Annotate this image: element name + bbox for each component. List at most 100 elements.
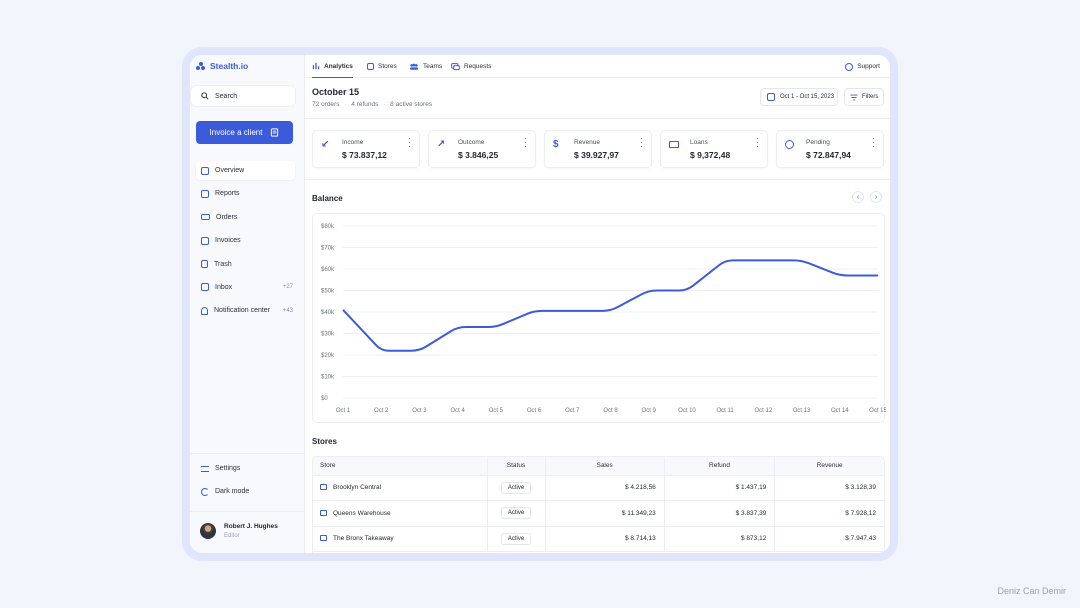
- stat-label: Pending: [806, 139, 830, 146]
- search-icon: [201, 92, 209, 100]
- support-button[interactable]: Support: [845, 55, 880, 78]
- kebab-menu-icon[interactable]: · · ·: [524, 134, 527, 151]
- x-tick-label: Oct 12: [755, 408, 773, 414]
- chart-prev-button[interactable]: ‹: [852, 191, 864, 203]
- sidebar-item-label: Trash: [214, 260, 232, 268]
- status-badge: Active: [500, 532, 532, 545]
- stat-label: Outcome: [458, 139, 485, 146]
- sidebar-item-reports[interactable]: Reports: [196, 184, 295, 203]
- store-name: Queens Warehouse: [333, 509, 391, 517]
- chart-next-button[interactable]: ›: [870, 191, 882, 203]
- orders-count: 72 orders: [312, 101, 340, 108]
- author-watermark: Deniz Can Demir: [997, 586, 1066, 596]
- x-tick-label: Oct 1: [336, 408, 351, 414]
- trash-icon: [201, 260, 208, 269]
- status-badge: Active: [500, 481, 532, 494]
- sidebar-item-dark-mode[interactable]: Dark mode: [196, 482, 295, 501]
- truck-icon: [201, 214, 210, 221]
- x-tick-label: Oct 10: [678, 408, 696, 414]
- notification-count: +43: [282, 307, 293, 314]
- stat-card-loans[interactable]: Loans $ 9,372,48 · · ·: [660, 130, 768, 168]
- cell-sales: $ 8.714,13: [545, 526, 665, 552]
- cell-store: Queens Warehouse: [313, 500, 488, 527]
- sidebar-nav: Overview Reports Orders Invoices Trash I…: [196, 161, 295, 325]
- date-range-label: Oct 1 - Oct 15, 2023: [780, 94, 835, 100]
- kebab-menu-icon[interactable]: · · ·: [408, 134, 411, 151]
- stat-card-pending[interactable]: Pending $ 72.847,94 · · ·: [776, 130, 884, 168]
- moon-icon: [201, 487, 209, 496]
- sidebar-item-label: Inbox: [215, 283, 233, 291]
- stat-label: Loans: [690, 139, 708, 146]
- receipt-icon: [271, 128, 279, 137]
- logo[interactable]: Stealth.io: [196, 61, 248, 71]
- y-tick-label: $60k: [321, 267, 335, 273]
- bell-icon: [201, 306, 208, 315]
- stat-card-revenue[interactable]: $ Revenue $ 39.927,97 · · ·: [544, 130, 652, 168]
- stat-value: $ 3.846,25: [458, 150, 499, 160]
- column-header-store[interactable]: Store: [313, 457, 488, 476]
- sidebar-divider: [190, 453, 305, 454]
- sidebar-item-orders[interactable]: Orders: [196, 208, 295, 227]
- sidebar-item-inbox[interactable]: Inbox +27: [196, 278, 295, 297]
- header-divider: [305, 118, 890, 119]
- y-tick-label: $30k: [321, 332, 335, 338]
- date-range-picker[interactable]: Oct 1 - Oct 15, 2023: [760, 88, 838, 106]
- bar-chart-icon: [312, 62, 320, 70]
- search-input[interactable]: Search: [190, 85, 296, 107]
- tab-teams[interactable]: Teams: [409, 55, 442, 78]
- app-name: Stealth.io: [210, 61, 249, 71]
- app-window: Stealth.io Search Invoice a client Overv…: [190, 55, 890, 553]
- sidebar-item-trash[interactable]: Trash: [196, 255, 295, 274]
- sidebar-item-notification-center[interactable]: Notification center +43: [196, 301, 295, 320]
- sidebar-item-overview[interactable]: Overview: [196, 161, 295, 180]
- top-navigation: Analytics Stores Teams Requests Support: [305, 55, 890, 78]
- tab-label: Analytics: [324, 62, 353, 70]
- sidebar-item-label: Notification center: [214, 307, 271, 315]
- kebab-menu-icon[interactable]: · · ·: [872, 134, 875, 151]
- user-name: Robert J. Hughes: [224, 523, 278, 530]
- cell-refund: $ 873,12: [664, 526, 776, 552]
- layout-icon: [201, 166, 209, 175]
- table-row[interactable]: The Bronx Takeaway Active $ 8.714,13 $ 8…: [313, 526, 884, 552]
- stores-table: Store Status Sales Refund Revenue Brookl…: [312, 456, 885, 553]
- user-profile[interactable]: Robert J. Hughes Editor: [200, 523, 278, 539]
- clock-icon: [785, 140, 794, 152]
- active-stores-count: 8 active stores: [390, 101, 433, 108]
- arrow-up-right-icon: ↗: [437, 139, 446, 150]
- invoice-client-button[interactable]: Invoice a client: [196, 121, 293, 144]
- cell-revenue: $ 3.128,39: [774, 475, 884, 501]
- cash-icon: [669, 140, 679, 151]
- column-header-sales[interactable]: Sales: [545, 457, 665, 476]
- kebab-menu-icon[interactable]: · · ·: [640, 134, 643, 151]
- sidebar-item-label: Settings: [215, 465, 241, 472]
- cell-refund: $ 1.437,19: [664, 475, 776, 501]
- sidebar-item-settings[interactable]: Settings: [196, 459, 295, 478]
- tab-stores[interactable]: Stores: [367, 55, 397, 78]
- filters-button[interactable]: Filters: [844, 88, 884, 106]
- receipt-icon: [201, 236, 209, 245]
- tab-requests[interactable]: Requests: [451, 55, 491, 78]
- sidebar-item-invoices[interactable]: Invoices: [196, 231, 295, 250]
- sidebar-item-label: Invoices: [215, 237, 241, 245]
- stat-value: $ 9,372,48: [690, 150, 731, 160]
- x-tick-label: Oct 13: [793, 408, 811, 414]
- filters-label: Filters: [862, 94, 879, 100]
- stat-card-income[interactable]: ↙ Income $ 73.837,12 · · ·: [312, 130, 420, 168]
- table-row[interactable]: Brooklyn Central Active $ 4.218,56 $ 1.4…: [313, 475, 884, 501]
- column-header-revenue[interactable]: Revenue: [774, 457, 884, 476]
- main-content: Analytics Stores Teams Requests Support …: [305, 55, 890, 553]
- x-tick-label: Oct 5: [489, 408, 504, 414]
- column-header-refund[interactable]: Refund: [664, 457, 776, 476]
- stats-divider: [305, 179, 890, 180]
- page-subtitle: 72 orders · 4 refunds · 8 active stores: [312, 101, 433, 108]
- table-header-row: Store Status Sales Refund Revenue: [313, 457, 884, 476]
- x-tick-label: Oct 14: [831, 408, 849, 414]
- kebab-menu-icon[interactable]: · · ·: [756, 134, 759, 151]
- y-tick-label: $70k: [321, 246, 335, 252]
- tab-analytics[interactable]: Analytics: [312, 55, 353, 78]
- sidebar-item-label: Reports: [215, 190, 240, 198]
- column-header-status[interactable]: Status: [487, 457, 546, 476]
- stat-card-outcome[interactable]: ↗ Outcome $ 3.846,25 · · ·: [428, 130, 536, 168]
- table-row[interactable]: Queens Warehouse Active $ 11.349,23 $ 3.…: [313, 500, 884, 527]
- page-title: October 15: [312, 87, 360, 97]
